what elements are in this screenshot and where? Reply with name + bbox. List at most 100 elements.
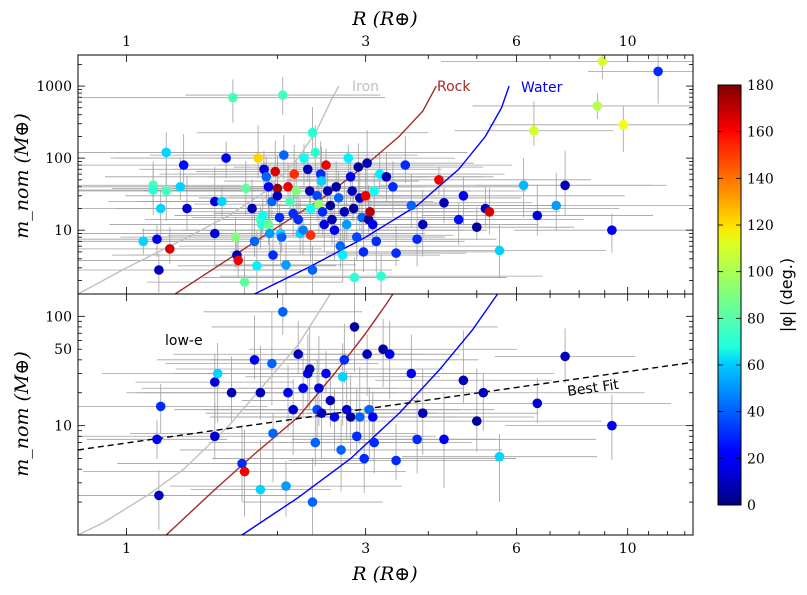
data-point <box>291 186 302 196</box>
data-point <box>239 466 250 477</box>
data-point <box>268 428 278 439</box>
y-tick-label: 100 <box>45 309 72 325</box>
data-point <box>349 322 360 332</box>
bottom-x-axis-label: R (R⊕) <box>351 563 417 585</box>
data-point <box>253 153 263 163</box>
data-point <box>138 236 149 247</box>
data-point <box>412 234 422 244</box>
data-point <box>261 172 272 182</box>
data-point <box>484 207 495 217</box>
bottom-y-axis-label: m_nom (M⊕) <box>11 351 33 476</box>
data-point <box>279 150 289 160</box>
data-point <box>319 219 330 230</box>
data-point <box>263 182 274 192</box>
iron-label: Iron <box>352 79 379 95</box>
colorbar-tick-label: 40 <box>747 405 765 421</box>
data-point <box>607 225 617 235</box>
data-point <box>268 250 278 260</box>
y-tick-label: 10 <box>54 223 72 239</box>
data-point <box>653 66 663 77</box>
data-point <box>316 408 327 419</box>
x-tick-label: 6 <box>512 34 521 50</box>
data-point <box>255 484 266 495</box>
data-point <box>317 207 328 217</box>
data-point <box>281 481 291 491</box>
data-point <box>152 434 162 445</box>
data-point <box>221 153 231 163</box>
data-point <box>182 203 192 214</box>
data-point <box>358 247 369 257</box>
data-point <box>315 169 326 179</box>
data-point <box>472 222 482 232</box>
data-point <box>249 355 260 365</box>
data-point <box>285 196 295 207</box>
rock-label: Rock <box>437 79 471 95</box>
data-point <box>233 255 243 266</box>
data-point <box>371 236 382 247</box>
data-point <box>274 212 285 223</box>
data-point <box>412 434 422 445</box>
data-point <box>278 307 288 317</box>
data-point <box>434 175 444 185</box>
top-x-ticks: 1 3 6 10 <box>122 34 686 294</box>
data-point <box>258 210 268 221</box>
data-point <box>391 455 401 466</box>
data-point <box>303 164 313 175</box>
data-point <box>247 203 257 214</box>
data-point <box>305 230 316 240</box>
data-point <box>341 404 352 415</box>
data-point <box>321 160 331 170</box>
data-point <box>252 261 262 271</box>
data-point <box>239 277 250 287</box>
data-point <box>256 219 267 230</box>
data-point <box>337 250 348 260</box>
iron-line <box>78 294 331 535</box>
data-point <box>316 176 327 186</box>
data-point <box>155 203 166 214</box>
data-point <box>148 185 158 195</box>
data-point <box>210 431 220 442</box>
data-point <box>210 228 220 239</box>
data-point <box>368 219 378 230</box>
data-point <box>288 404 299 415</box>
data-point <box>210 377 220 387</box>
data-point <box>249 236 260 247</box>
data-point <box>418 408 428 419</box>
data-point <box>293 349 304 360</box>
data-point <box>310 147 321 158</box>
data-point <box>347 186 358 196</box>
data-point <box>304 186 315 196</box>
data-point <box>349 272 360 283</box>
data-point <box>304 364 315 374</box>
data-point <box>314 383 324 394</box>
colorbar: 0 20 40 60 80 100 120 140 160 180 |φ| (deg.) <box>717 78 796 514</box>
data-point <box>362 158 372 168</box>
data-point <box>364 404 375 415</box>
data-point <box>327 214 337 225</box>
top-x-axis-label: R (R⊕) <box>351 8 417 30</box>
data-point <box>241 183 251 194</box>
data-point <box>529 125 539 136</box>
data-point <box>165 244 175 254</box>
data-point <box>348 203 359 214</box>
colorbar-label: |φ| (deg.) <box>777 258 796 332</box>
data-point <box>458 191 469 201</box>
water-label: Water <box>521 80 563 96</box>
data-point <box>289 169 300 179</box>
data-point <box>283 387 293 398</box>
data-point <box>314 199 324 209</box>
y-tick-label: 10 <box>54 419 72 435</box>
data-point <box>226 387 237 398</box>
data-point <box>264 228 275 239</box>
data-point <box>478 387 489 398</box>
y-tick-label: 100 <box>45 151 72 167</box>
data-point <box>494 451 505 462</box>
data-point <box>352 431 362 442</box>
data-point <box>178 160 189 170</box>
data-point <box>237 458 247 469</box>
data-point <box>381 172 392 182</box>
data-point <box>152 234 162 244</box>
data-point <box>154 265 164 275</box>
data-point <box>345 412 356 422</box>
data-point <box>210 196 220 207</box>
